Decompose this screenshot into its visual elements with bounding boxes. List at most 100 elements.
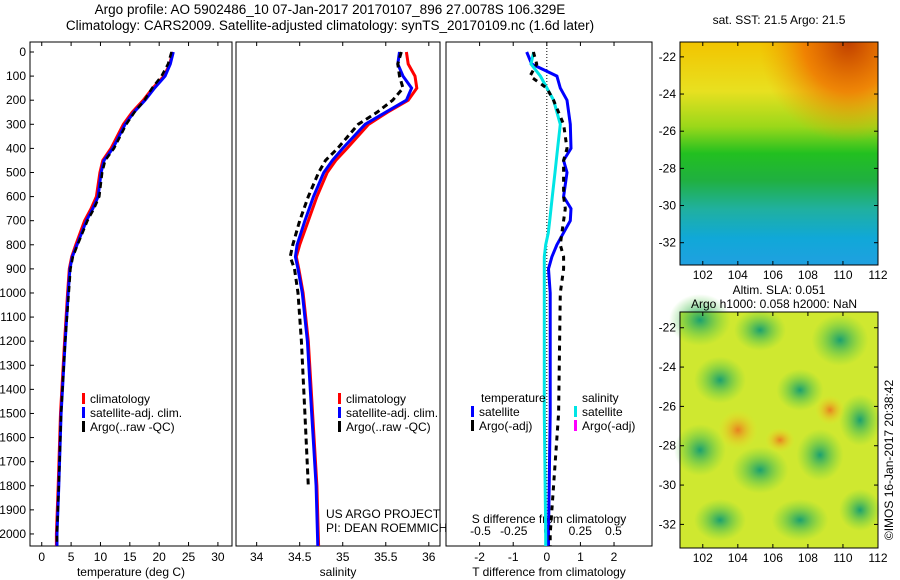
x-tick-label: -2 (474, 550, 485, 564)
legend-satellite-label: satellite-adj. clim. (90, 406, 182, 420)
sst-map-lat-label: -22 (659, 50, 677, 64)
sst-map-lon-label: 104 (728, 268, 748, 282)
legend-temp-satellite-label: satellite (479, 405, 520, 419)
x2-tick-label: -0.25 (500, 524, 528, 538)
sla-low-blob (734, 309, 786, 351)
sst-map-lon-label: 112 (868, 268, 887, 282)
y-tick-label: 0 (19, 45, 26, 59)
project-pi: PI: DEAN ROEMMICH (326, 521, 447, 535)
credit-timestamp: ©IMOS 16-Jan-2017 20:38:42 (882, 380, 896, 541)
sst-map-warm-region (680, 42, 878, 265)
y-tick-label: 1800 (0, 479, 26, 493)
x-tick-label: 15 (123, 550, 137, 564)
legend-header-temperature: temperature (481, 391, 546, 405)
sst-map-lat-label: -28 (659, 161, 677, 175)
y-tick-label: 1400 (0, 382, 26, 396)
sla-map-lat-label: -32 (659, 517, 677, 531)
x-tick-label: 0 (543, 550, 550, 564)
y-tick-label: 1200 (0, 334, 26, 348)
legend-climatology-label: climatology (346, 392, 406, 406)
sst-map-lat-label: -26 (659, 124, 677, 138)
legend-temp-satellite-swatch (471, 406, 474, 417)
sla-low-blob (839, 394, 881, 446)
sla-low-blob (731, 446, 789, 494)
y-tick-label: 100 (6, 69, 26, 83)
panel-salinity-frame (235, 41, 441, 547)
temperature-argo-diff-line (528, 51, 569, 546)
plot-title-line2: Climatology: CARS2009. Satellite-adjuste… (65, 18, 595, 33)
y-tick-label: 300 (6, 117, 26, 131)
x-tick-label: 34 (250, 550, 264, 564)
temperature-argo-line (55, 51, 173, 546)
x2-tick-label: -0.5 (470, 524, 491, 538)
sst-map-frame (679, 41, 879, 266)
x-tick-label: 10 (94, 550, 108, 564)
sst-map-lat-label: -32 (659, 236, 677, 250)
legend-argo-label: Argo(..raw -QC) (90, 420, 175, 434)
sst-map-lon-label: 106 (763, 268, 783, 282)
x-tick-label: 34.5 (288, 550, 312, 564)
salinity-satellite-line (293, 51, 414, 547)
y-tick-label: 600 (6, 190, 26, 204)
sla-low-blob (669, 294, 731, 346)
legend-argo-swatch (338, 421, 341, 432)
y-tick-label: 1700 (0, 455, 26, 469)
y-tick-label: 800 (6, 238, 26, 252)
x-tick-label: 20 (153, 550, 167, 564)
legend-temp-argo-label: Argo(-adj) (479, 419, 532, 433)
legend-sal-argo-label: Argo(-adj) (582, 419, 635, 433)
sla-map-lat-label: -30 (659, 478, 677, 492)
sla-map-lon-label: 110 (833, 551, 852, 565)
x-tick-label: 30 (211, 550, 225, 564)
x-tick-label: 5 (68, 550, 75, 564)
sla-map-title-line2: Argo h1000: 0.058 h2000: NaN (691, 297, 857, 311)
y-tick-label: 1300 (0, 358, 26, 372)
x-tick-label: 2 (611, 550, 618, 564)
sla-map-lon-label: 112 (868, 551, 887, 565)
y-tick-label: 900 (6, 262, 26, 276)
x-tick-label: 35 (336, 550, 350, 564)
sst-map-lon-label: 110 (833, 268, 852, 282)
sla-low-blob (811, 314, 869, 366)
sla-map-lon-label: 102 (693, 551, 713, 565)
y-tick-label: 400 (6, 141, 26, 155)
salinity-satellite-diff-line (529, 51, 562, 546)
sla-low-blob (674, 424, 726, 476)
sla-map-lat-label: -24 (659, 360, 677, 374)
temperature-climatology-line (54, 51, 175, 546)
legend-header-salinity: salinity (582, 391, 619, 405)
legend-climatology-swatch (338, 393, 341, 404)
sla-low-blob (771, 499, 829, 541)
x-tick-label: 35.5 (374, 550, 398, 564)
sst-map-lon-label: 102 (693, 268, 713, 282)
y-tick-label: 200 (6, 93, 26, 107)
legend-satellite-swatch (338, 407, 341, 418)
sla-low-blob (839, 489, 881, 531)
sla-map-lat-label: -22 (659, 321, 677, 335)
y-tick-label: 1600 (0, 431, 26, 445)
project-name: US ARGO PROJECT (326, 507, 441, 521)
sla-low-blob (694, 499, 746, 541)
sla-low-blob (796, 429, 844, 481)
x2-tick-label: 0.25 (569, 524, 593, 538)
panel-temperature-frame (29, 41, 233, 547)
y-tick-label: 1000 (0, 286, 26, 300)
sst-map-lat-label: -24 (659, 87, 677, 101)
sla-map-lon-label: 104 (728, 551, 748, 565)
legend-satellite-label: satellite-adj. clim. (346, 406, 438, 420)
y-tick-label: 500 (6, 165, 26, 179)
sla-map-lat-label: -26 (659, 399, 677, 413)
x-tick-label: 1 (577, 550, 584, 564)
legend-argo-label: Argo(..raw -QC) (346, 420, 431, 434)
salinity-argo-line (288, 51, 405, 486)
sla-high-blob (718, 410, 758, 450)
legend-satellite-swatch (82, 407, 85, 418)
temperature-satellite-diff-line (525, 51, 573, 546)
x2-tick-label: 0.5 (605, 524, 622, 538)
legend-argo-swatch (82, 421, 85, 432)
sla-map-lon-label: 108 (798, 551, 818, 565)
sla-low-blob (776, 369, 824, 411)
legend-sal-argo-swatch (574, 420, 577, 431)
sst-map-lat-label: -30 (659, 199, 677, 213)
